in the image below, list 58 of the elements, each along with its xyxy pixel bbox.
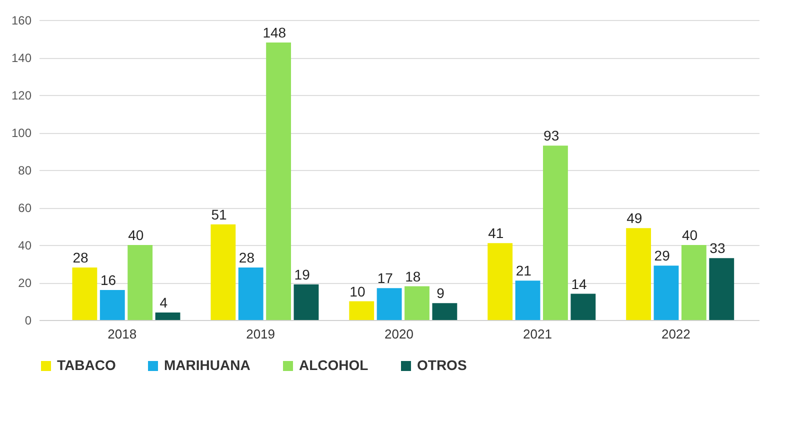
y-tick-label: 80: [18, 164, 32, 178]
data-label: 16: [100, 272, 116, 288]
data-label: 51: [211, 206, 227, 222]
legend-label: MARIHUANA: [164, 357, 250, 373]
bar: [100, 290, 125, 320]
bar: [238, 268, 264, 320]
bar: [266, 42, 291, 320]
bar: [543, 146, 568, 320]
y-tick-label: 0: [24, 314, 32, 328]
bar: [570, 294, 596, 320]
bar: [210, 224, 236, 320]
data-label: 93: [544, 128, 560, 144]
y-tick-label: 140: [11, 51, 32, 65]
legend-label: TABACO: [57, 357, 116, 373]
bar: [432, 303, 458, 320]
data-label: 41: [488, 225, 504, 242]
data-label: 49: [626, 210, 642, 226]
data-label: 17: [377, 270, 394, 286]
y-tick-label: 120: [11, 88, 32, 102]
data-label: 9: [436, 285, 445, 302]
bar: [626, 228, 651, 320]
legend-label: ALCOHOL: [299, 357, 369, 373]
bar: [376, 288, 402, 320]
y-tick-label: 60: [18, 201, 32, 215]
y-tick-label: 160: [11, 14, 32, 28]
x-tick-label: 2019: [246, 326, 275, 342]
bar: [294, 284, 319, 320]
data-label: 21: [516, 262, 532, 279]
bar: [515, 280, 540, 320]
data-label: 33: [710, 240, 726, 256]
bar: [155, 312, 180, 320]
bar: [349, 301, 374, 320]
bar: [404, 286, 430, 320]
bar: [681, 245, 706, 320]
data-label: 14: [571, 276, 587, 292]
bar: [654, 266, 679, 320]
data-label: 28: [72, 250, 89, 266]
y-tick-label: 100: [11, 126, 32, 140]
data-label: 40: [682, 227, 698, 243]
data-label: 10: [350, 283, 366, 300]
x-tick-label: 2022: [661, 326, 690, 342]
x-tick-label: 2021: [523, 326, 552, 342]
x-tick-label: 2018: [108, 326, 137, 342]
data-label: 19: [294, 266, 310, 282]
data-label: 40: [128, 227, 144, 243]
data-label: 148: [262, 24, 286, 40]
bar: [128, 245, 153, 320]
data-label: 4: [160, 294, 168, 310]
data-label: 28: [238, 250, 255, 266]
legend-label: OTROS: [417, 357, 467, 373]
y-tick-label: 20: [18, 276, 32, 290]
bar: [72, 268, 98, 320]
bar: [488, 243, 513, 320]
x-tick-label: 2020: [384, 326, 414, 342]
bar: [709, 258, 734, 320]
data-label: 18: [405, 268, 421, 284]
y-tick-label: 40: [18, 238, 32, 252]
data-label: 29: [654, 248, 670, 264]
